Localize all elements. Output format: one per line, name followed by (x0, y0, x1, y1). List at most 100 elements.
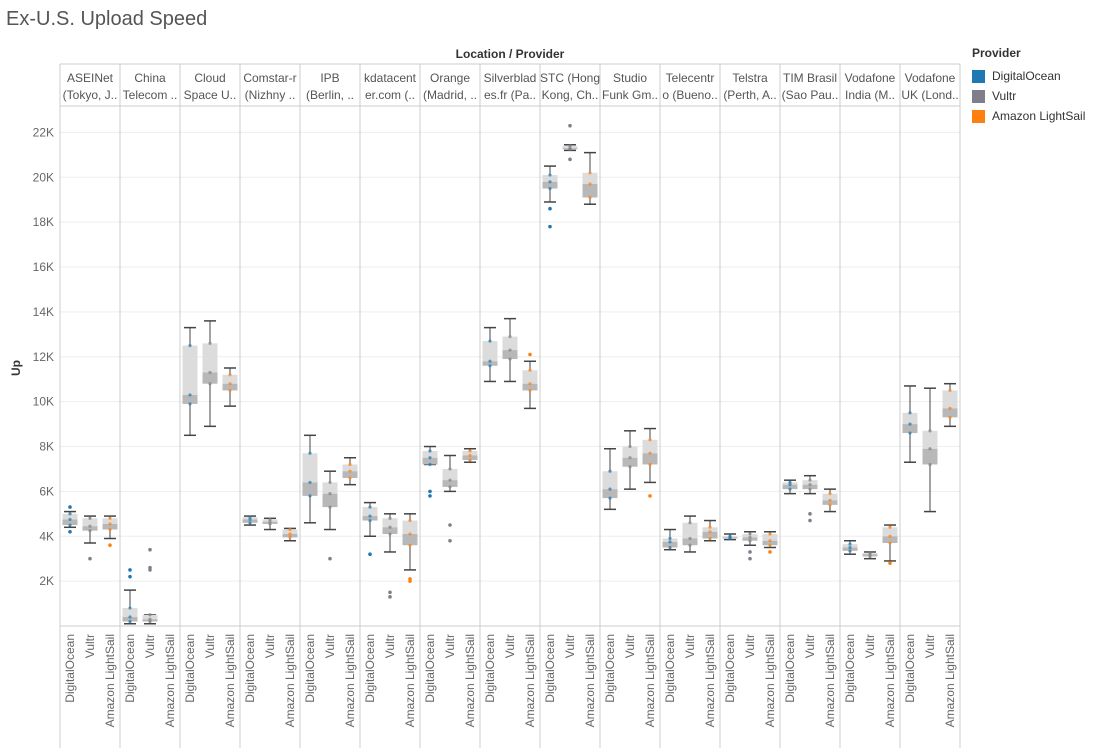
group-header-line2: es.fr (Pa.. (484, 88, 536, 102)
data-point (628, 456, 632, 460)
legend: Provider DigitalOcean Vultr Amazon Light… (972, 46, 1085, 126)
outlier-point (428, 494, 432, 498)
box-lower (482, 361, 498, 366)
data-point (708, 530, 712, 534)
data-point (588, 182, 592, 186)
box-upper (822, 493, 838, 501)
data-point (88, 516, 92, 520)
data-point (68, 523, 72, 527)
outlier-point (388, 595, 392, 599)
x-tick-label: Vultr (383, 634, 397, 658)
box-lower (62, 519, 78, 526)
data-point (148, 613, 152, 617)
group-header-line2: er.com (.. (365, 88, 415, 102)
box-lower (342, 471, 358, 478)
data-point (868, 554, 872, 559)
data-point (608, 496, 612, 500)
x-tick-label: DigitalOcean (843, 634, 857, 703)
data-point (128, 615, 132, 619)
box-lower (602, 489, 618, 499)
box-upper (742, 534, 758, 538)
y-tick-label: 22K (33, 125, 54, 139)
x-tick-label: Amazon LightSail (763, 634, 777, 727)
box-lower (682, 538, 698, 546)
data-point (908, 431, 912, 435)
data-point (448, 485, 452, 489)
box-lower (122, 617, 138, 622)
box-lower (822, 500, 838, 505)
outlier-point (88, 556, 92, 561)
x-tick-label: DigitalOcean (63, 634, 77, 703)
box-upper (482, 341, 498, 362)
outlier-point (648, 494, 652, 498)
group-header-line2: Space U.. (184, 88, 237, 102)
group-header-line2: India (M.. (845, 88, 895, 102)
outlier-point (108, 543, 112, 548)
box-upper (842, 544, 858, 548)
data-point (348, 476, 352, 480)
box-lower (82, 526, 98, 531)
x-tick-label: Amazon LightSail (523, 634, 537, 727)
y-tick-label: 20K (33, 170, 54, 184)
data-point (688, 521, 692, 525)
box-upper (62, 513, 78, 520)
data-point (368, 505, 372, 509)
data-point (648, 438, 652, 442)
y-tick-label: 2K (39, 574, 54, 588)
x-tick-label: Amazon LightSail (643, 634, 657, 727)
box-upper (942, 390, 958, 409)
group-header-line1: Silverblad (484, 71, 537, 85)
data-point (928, 462, 932, 467)
data-point (828, 498, 832, 502)
data-point (848, 542, 852, 546)
data-point (268, 522, 272, 526)
data-point (628, 465, 632, 469)
data-point (428, 462, 432, 467)
box-lower (902, 424, 918, 434)
data-point (608, 487, 612, 491)
box-upper (682, 522, 698, 539)
box-upper (122, 608, 138, 618)
data-point (808, 483, 812, 487)
data-point (628, 444, 632, 449)
data-point (548, 173, 552, 177)
data-point (548, 186, 552, 191)
box-upper (582, 172, 598, 185)
data-point (88, 524, 92, 528)
data-point (648, 451, 652, 455)
x-tick-label: Amazon LightSail (103, 634, 117, 727)
data-point (668, 540, 672, 544)
legend-item-amazon-lightsail[interactable]: Amazon LightSail (972, 106, 1085, 126)
legend-item-digitalocean[interactable]: DigitalOcean (972, 66, 1085, 86)
outlier-point (748, 550, 752, 554)
group-header-line1: IPB (320, 71, 339, 85)
data-point (148, 619, 152, 624)
data-point (788, 480, 792, 485)
data-point (948, 406, 952, 410)
outlier-point (568, 123, 572, 128)
box-lower (222, 383, 238, 391)
box-lower (742, 537, 758, 541)
box-upper (222, 374, 238, 384)
box-lower (102, 523, 118, 530)
y-axis-label: Up (9, 360, 23, 376)
box-lower (242, 519, 258, 523)
x-tick-label: Vultr (683, 634, 697, 658)
group-header-line2: (Perth, A.. (723, 88, 776, 102)
box-lower (382, 527, 398, 535)
data-point (308, 494, 312, 498)
legend-item-vultr[interactable]: Vultr (972, 86, 1085, 106)
box-upper (522, 370, 538, 384)
data-point (488, 359, 492, 363)
outlier-point (808, 512, 812, 516)
y-tick-label: 10K (33, 395, 54, 409)
data-point (888, 541, 892, 545)
box-upper (922, 430, 938, 449)
data-point (528, 382, 532, 386)
box-lower (842, 547, 858, 551)
group-header-line2: (Madrid, .. (423, 88, 477, 102)
data-point (388, 516, 392, 520)
box-lower (422, 457, 438, 465)
box-upper (642, 439, 658, 454)
data-point (108, 522, 112, 526)
